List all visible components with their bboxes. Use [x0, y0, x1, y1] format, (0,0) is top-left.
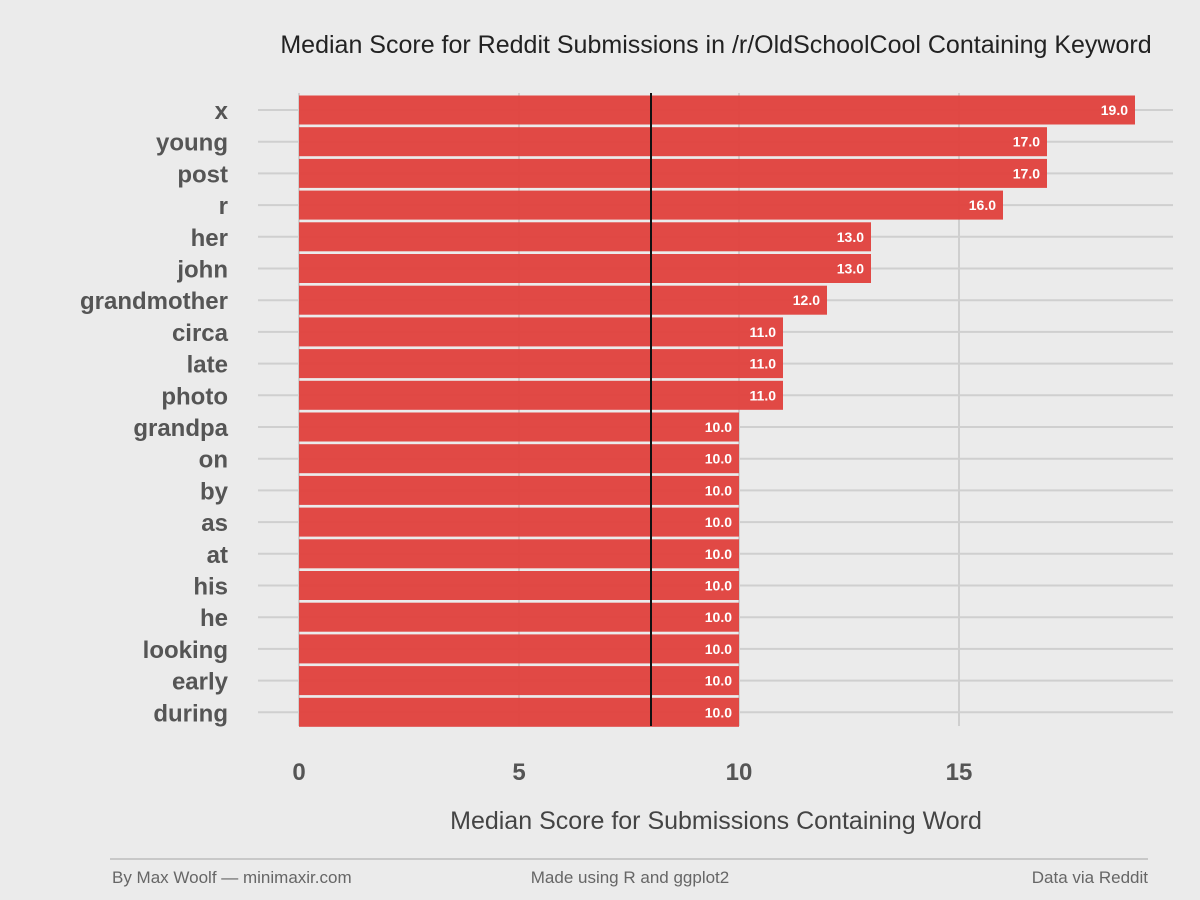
bar-value-label: 10.0	[705, 704, 732, 720]
bar	[299, 634, 739, 664]
bar-value-label: 19.0	[1101, 102, 1128, 118]
bar-value-label: 10.0	[705, 546, 732, 562]
bar	[299, 412, 739, 442]
category-label: late	[187, 352, 228, 379]
bar-value-label: 13.0	[837, 261, 864, 277]
footer-credit: By Max Woolf — minimaxir.com	[112, 868, 352, 887]
value-labels: 19.0 17.0 17.0 16.0 13.0 13.0 12.0 11.0 11.0 11.0…	[705, 102, 1128, 720]
x-tick-label: 0	[292, 759, 305, 786]
bar-value-label: 11.0	[750, 356, 777, 372]
category-label: by	[200, 478, 229, 505]
bar-value-label: 13.0	[837, 229, 864, 245]
category-label: john	[176, 257, 228, 284]
bar-value-label: 10.0	[705, 419, 732, 435]
bar	[299, 507, 739, 537]
category-label: her	[191, 225, 228, 252]
bar-value-label: 10.0	[705, 514, 732, 530]
category-label: post	[177, 161, 228, 188]
bar-value-label: 10.0	[705, 609, 732, 625]
category-label: he	[200, 605, 228, 632]
category-label: circa	[172, 320, 229, 347]
category-label: r	[219, 193, 228, 220]
category-label: x	[215, 98, 229, 125]
bar	[299, 158, 1047, 188]
bar	[299, 539, 739, 569]
category-label: his	[193, 574, 228, 601]
bar-value-label: 10.0	[705, 451, 732, 467]
bar-value-label: 17.0	[1013, 134, 1040, 150]
category-label: early	[172, 669, 229, 696]
category-label: photo	[161, 383, 228, 410]
x-tick-label: 15	[946, 759, 973, 786]
bars	[299, 95, 1135, 727]
x-tick-label: 5	[512, 759, 525, 786]
bar	[299, 285, 827, 315]
bar-value-label: 16.0	[969, 197, 996, 213]
bar-value-label: 10.0	[705, 482, 732, 498]
bar	[299, 571, 739, 600]
bar-value-label: 11.0	[750, 387, 777, 403]
bar	[299, 254, 871, 283]
bar	[299, 349, 783, 379]
category-label: grandpa	[133, 415, 228, 442]
category-labels: x young post r her john grandmother circa late ph…	[80, 98, 229, 727]
footer-source: Data via Reddit	[1032, 868, 1149, 887]
x-tick-labels: 0 5 10 15	[292, 759, 972, 786]
bar	[299, 222, 871, 252]
bar-value-label: 12.0	[793, 292, 820, 308]
bar-value-label: 10.0	[705, 578, 732, 594]
bar	[299, 666, 739, 696]
x-axis-title: Median Score for Submissions Containing …	[450, 807, 982, 835]
bar	[299, 475, 739, 505]
category-label: during	[153, 700, 228, 727]
x-tick-label: 10	[726, 759, 753, 786]
category-label: looking	[143, 637, 228, 664]
bar	[299, 697, 739, 727]
bar	[299, 602, 739, 632]
category-label: young	[156, 130, 228, 157]
category-label: at	[207, 542, 228, 569]
bar-value-label: 11.0	[750, 324, 777, 340]
bar	[299, 317, 783, 347]
chart-title: Median Score for Reddit Submissions in /…	[280, 31, 1151, 59]
bar-value-label: 10.0	[705, 673, 732, 689]
bar	[299, 444, 739, 474]
category-label: as	[201, 510, 228, 537]
category-label: grandmother	[80, 288, 228, 315]
bar-value-label: 17.0	[1013, 165, 1040, 181]
bar	[299, 380, 783, 410]
bar	[299, 127, 1047, 157]
footer-tooling: Made using R and ggplot2	[531, 868, 729, 887]
bar	[299, 95, 1135, 125]
category-label: on	[199, 447, 228, 474]
bar-value-label: 10.0	[705, 641, 732, 657]
